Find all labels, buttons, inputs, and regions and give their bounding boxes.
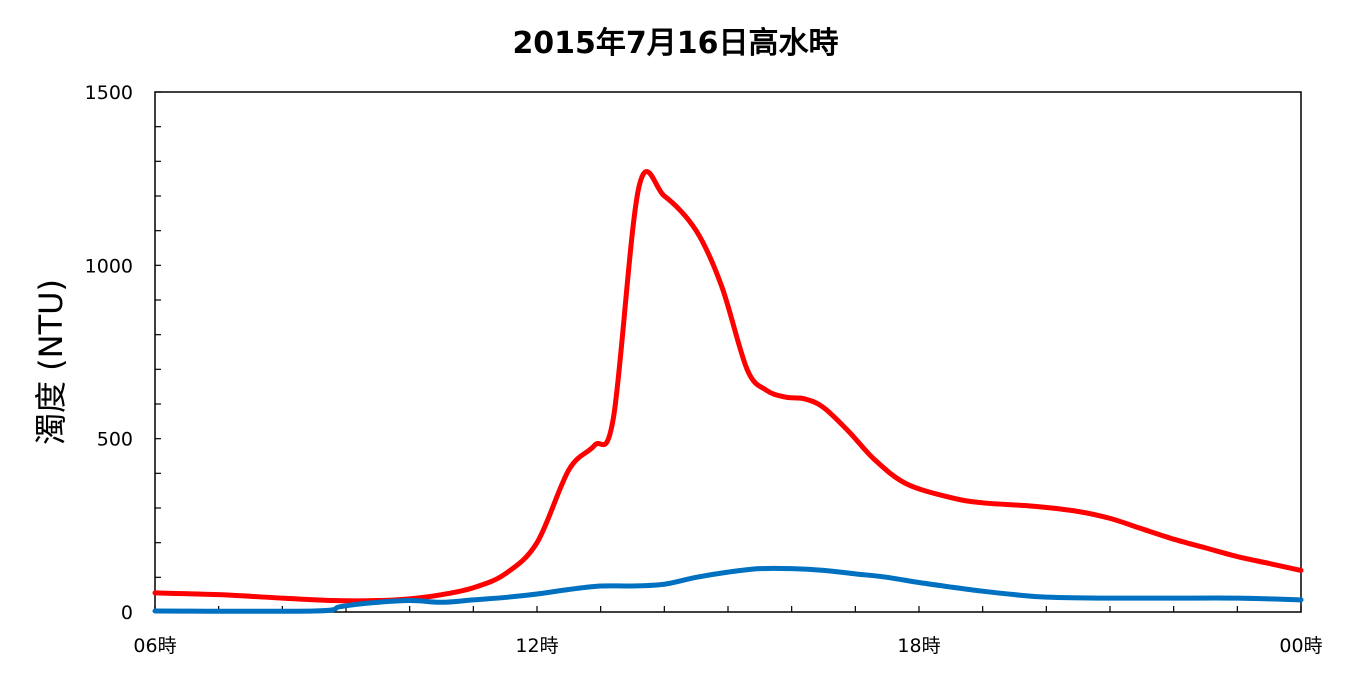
y-tick-label: 1500 [85, 82, 133, 104]
x-axis-tick-labels: 06時 12時 18時 00時 [133, 635, 1322, 657]
y-tick-label: 1000 [85, 255, 133, 277]
series-lines [152, 169, 1304, 614]
y-tick-label: 500 [97, 429, 133, 451]
plot-area-frame [154, 91, 1302, 613]
x-tick-label: 00時 [1279, 635, 1322, 657]
x-tick-label: 12時 [515, 635, 558, 657]
y-axis-label: 濁度 (NTU) [32, 279, 70, 445]
y-axis-tick-labels: 0 500 1000 1500 [85, 82, 133, 624]
series-line-1 [152, 169, 1304, 604]
chart-title: 2015年7月16日高水時 [512, 26, 839, 61]
x-tick-label: 18時 [897, 635, 940, 657]
series-line-2 [152, 565, 1304, 614]
x-tick-label: 06時 [133, 635, 176, 657]
minor-ticks [154, 91, 1302, 613]
y-tick-label: 0 [121, 602, 133, 624]
